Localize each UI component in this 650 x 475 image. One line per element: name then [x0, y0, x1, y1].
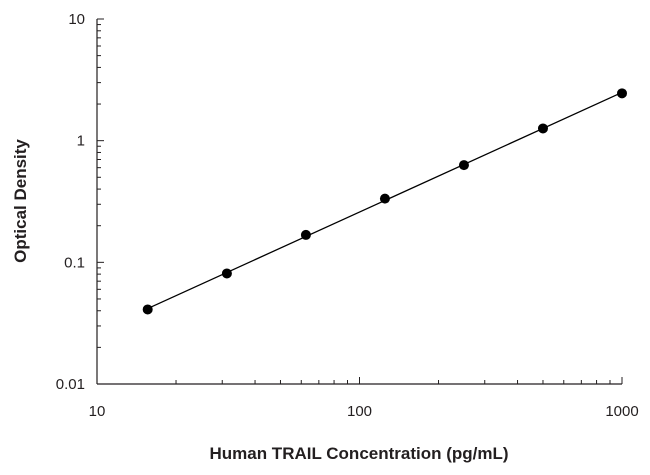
axes	[96, 19, 622, 385]
y-axis-ticks: 0.01 0.1 1 10	[56, 11, 104, 393]
data-point	[458, 160, 469, 171]
data-point	[221, 268, 232, 279]
data-point	[142, 304, 153, 315]
data-points	[142, 88, 627, 315]
data-point	[379, 193, 390, 204]
y-tick-label: 10	[68, 11, 85, 28]
y-tick-label: 1	[77, 133, 85, 150]
x-axis-title: Human TRAIL Concentration (pg/mL)	[209, 444, 508, 463]
y-axis-title: Optical Density	[11, 139, 30, 263]
data-point	[617, 88, 627, 99]
x-axis-ticks: 10 100 1000	[89, 377, 639, 420]
y-tick-label: 0.01	[56, 376, 85, 393]
data-point	[300, 229, 311, 240]
x-tick-label: 100	[347, 403, 372, 420]
x-tick-label: 1000	[605, 403, 638, 420]
x-tick-label: 10	[89, 403, 106, 420]
y-tick-label: 0.1	[64, 254, 85, 271]
data-point	[537, 123, 548, 134]
